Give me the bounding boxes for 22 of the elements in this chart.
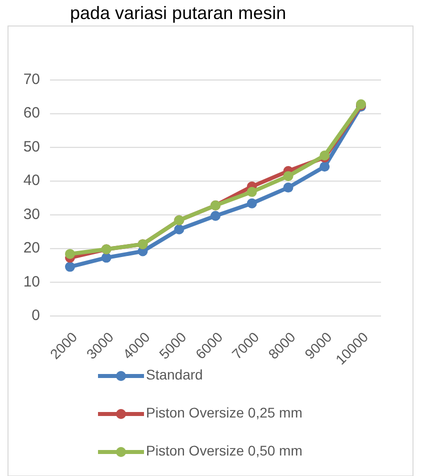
point (65, 262, 75, 272)
point (246, 186, 257, 197)
point (101, 252, 112, 263)
y-tick-label: 0 (32, 306, 40, 324)
y-tick-label: 70 (23, 70, 40, 88)
legend-label: Piston Oversize 0,50 mm (146, 442, 302, 459)
point (174, 224, 184, 234)
point (283, 182, 294, 193)
legend-label: Piston Oversize 0,25 mm (146, 404, 302, 421)
legend-label: Standard (146, 366, 203, 383)
y-tick-label: 20 (23, 240, 40, 257)
y-tick-label: 10 (23, 273, 40, 290)
y-tick-label: 50 (23, 138, 40, 156)
point (246, 198, 257, 208)
point (210, 210, 220, 221)
point (283, 171, 294, 182)
point (320, 162, 330, 172)
point (65, 248, 75, 259)
y-tick-label: 60 (23, 104, 40, 122)
y-tick-label: 30 (23, 206, 40, 223)
y-tick-label: 40 (23, 172, 40, 190)
chart-title: pada variasi putaran mesin (70, 2, 286, 23)
